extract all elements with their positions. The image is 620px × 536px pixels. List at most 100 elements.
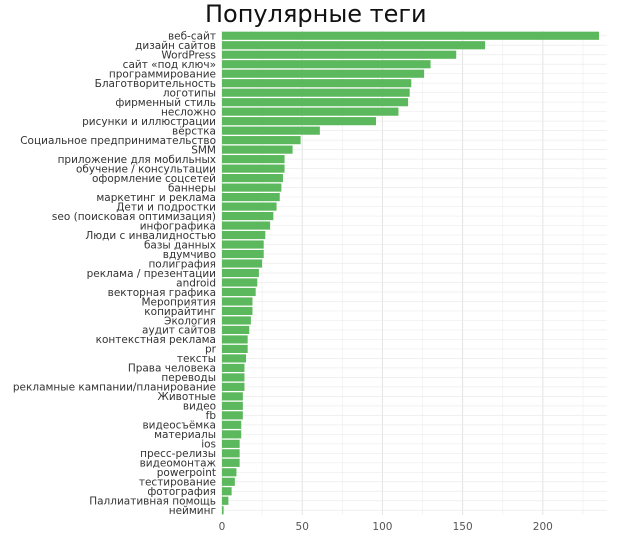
x-tick-label: 100 [372, 521, 392, 533]
bar [222, 50, 457, 59]
bar [222, 31, 599, 40]
bar [222, 411, 243, 420]
bar [222, 325, 250, 335]
category-label: Социальное предпринимательство [20, 135, 216, 147]
category-label: программирование [109, 69, 216, 81]
category-label: Паллиативная помощь [89, 496, 216, 508]
category-label: несложно [161, 106, 216, 118]
x-tick-label: 150 [453, 521, 473, 533]
category-label: Экология [164, 315, 216, 327]
bar [222, 117, 376, 126]
category-label: тестирование [139, 477, 216, 489]
category-label: логотипы [163, 87, 216, 99]
x-tick-label: 200 [533, 521, 553, 533]
category-label: копирайтинг [144, 306, 216, 318]
category-label: вёрстка [172, 125, 216, 137]
bar [222, 98, 409, 107]
category-label: маркетинг и реклама [96, 192, 216, 204]
bar [222, 88, 410, 97]
x-tick-label: 0 [219, 521, 226, 533]
bar [222, 107, 399, 116]
bar [222, 79, 412, 88]
category-label: обучение / консультации [76, 163, 216, 175]
category-label: видеомонтаж [140, 458, 217, 470]
bar [222, 60, 431, 69]
category-label: Благотворительность [95, 78, 216, 90]
category-label: Права человека [128, 363, 216, 375]
bar [222, 145, 293, 154]
x-tick-label: 50 [296, 521, 309, 533]
bar [222, 230, 266, 240]
category-label: вдумчиво [163, 249, 216, 261]
bar [222, 458, 240, 467]
category-label: дизайн сайтов [135, 40, 216, 52]
bar [222, 449, 240, 458]
bar [222, 278, 258, 287]
bar [222, 136, 301, 145]
category-label: pr [205, 344, 217, 356]
category-label: пресс-релизы [140, 448, 216, 460]
bar [222, 487, 232, 496]
bar [222, 202, 277, 211]
category-label: powerpoint [157, 467, 216, 479]
category-label: аудит сайтов [142, 325, 216, 337]
category-label: контекстная реклама [96, 334, 216, 346]
category-label: баннеры [168, 182, 216, 194]
category-label: SMM [191, 144, 216, 156]
category-label: фотография [147, 486, 216, 498]
bar [222, 164, 285, 173]
bar [222, 259, 263, 268]
bar [222, 126, 320, 135]
category-label: сайт «под ключ» [123, 59, 216, 71]
bar [222, 155, 285, 164]
bar [222, 183, 282, 192]
category-label: инфографика [140, 220, 216, 232]
bar [222, 41, 486, 50]
bar [222, 363, 245, 372]
category-label: Люди с инвалидностью [85, 230, 216, 242]
bar [222, 401, 243, 410]
category-label: базы данных [144, 239, 216, 251]
bar [222, 354, 247, 363]
bar [222, 287, 256, 297]
category-label: векторная графика [108, 287, 216, 299]
category-label: тексты [177, 353, 216, 365]
category-label: Животные [158, 391, 216, 403]
bar [222, 69, 425, 78]
category-label: видеосъёмка [142, 420, 216, 432]
bar [222, 373, 245, 382]
bar [222, 192, 280, 202]
bar [222, 306, 253, 316]
bar [222, 174, 283, 183]
bar [222, 344, 248, 354]
category-label: Мероприятия [141, 296, 216, 308]
category-label: веб-сайт [168, 31, 216, 43]
category-label: полиграфия [148, 258, 216, 270]
bar [222, 430, 242, 439]
bar [222, 496, 229, 505]
category-label: оформление соцсетей [92, 173, 216, 185]
bar [222, 468, 237, 477]
category-label: seo (поисковая оптимизация) [52, 211, 216, 223]
category-label: переводы [161, 372, 216, 384]
bar [222, 211, 274, 221]
bar [222, 477, 235, 486]
category-label: рекламные кампании/планирование [13, 382, 216, 394]
category-label: WordPress [161, 50, 216, 62]
bar [222, 382, 245, 391]
category-label: реклама / презентации [87, 268, 216, 280]
bar [222, 316, 251, 325]
bar [222, 249, 264, 259]
category-label: Дети и подростки [116, 201, 216, 213]
bar [222, 392, 243, 401]
category-label: рисунки и иллюстрации [82, 116, 216, 128]
bar [222, 221, 271, 230]
category-label: android [176, 277, 216, 289]
category-label: ios [201, 439, 216, 451]
bar [222, 420, 242, 429]
bar [222, 240, 264, 249]
bar [222, 297, 253, 306]
bar [222, 439, 240, 448]
category-label: нейминг [169, 505, 216, 517]
